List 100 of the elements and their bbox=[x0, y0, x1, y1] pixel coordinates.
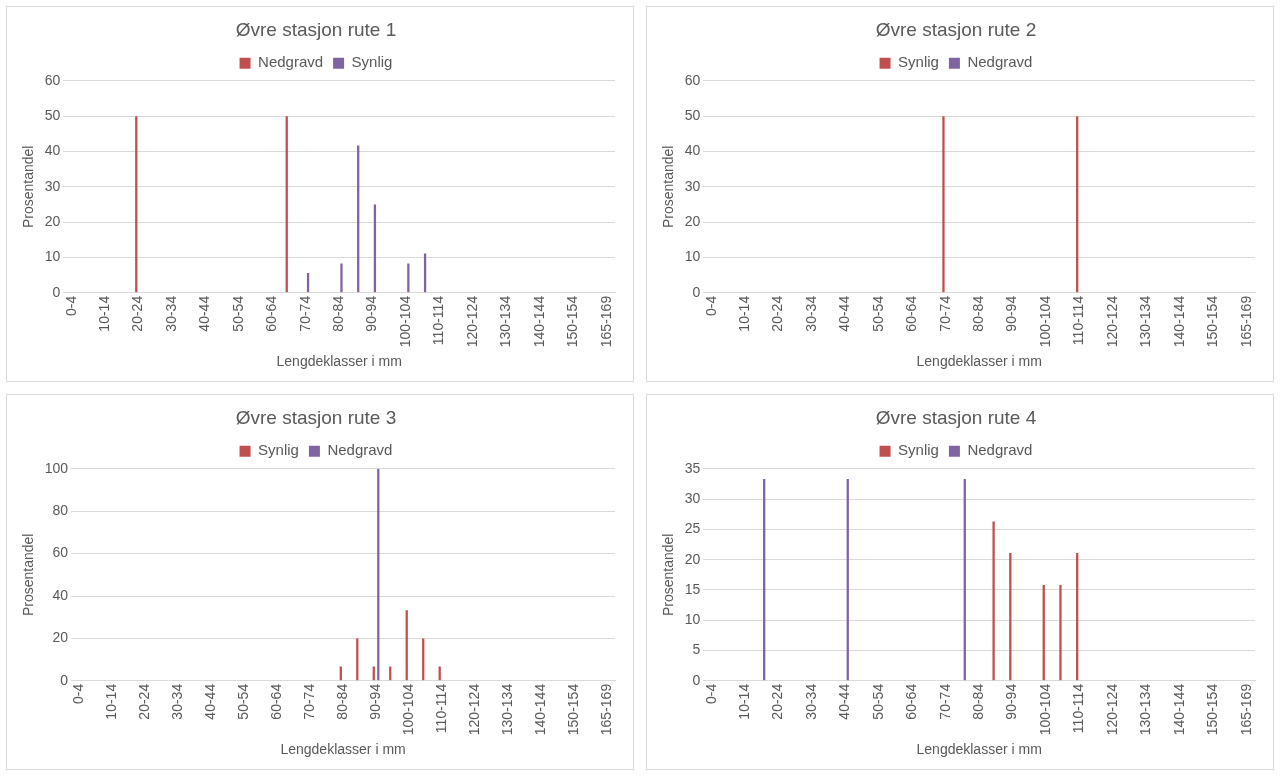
legend-label: Synlig bbox=[898, 441, 939, 459]
x-tick-label: 80-84 bbox=[970, 683, 987, 720]
y-tick-label: 15 bbox=[684, 580, 701, 597]
y-tick-label: 0 bbox=[52, 283, 61, 300]
x-tick-label: 165-169 bbox=[597, 295, 614, 348]
y-tick-label: 60 bbox=[684, 71, 701, 88]
x-tick-label: 130-134 bbox=[497, 295, 514, 348]
y-tick-label: 10 bbox=[684, 611, 701, 628]
x-tick-label: 100-104 bbox=[399, 683, 416, 736]
y-axis-title: Prosentandel bbox=[20, 533, 37, 617]
x-tick-label: 40-44 bbox=[836, 683, 853, 720]
x-tick-label: 120-124 bbox=[1103, 295, 1120, 348]
x-tick-label: 90-94 bbox=[363, 295, 380, 332]
x-tick-label: 80-84 bbox=[330, 295, 347, 332]
x-tick-label: 110-114 bbox=[430, 295, 447, 346]
x-axis-title: Lengdeklasser i mm bbox=[280, 741, 406, 758]
x-tick-label: 80-84 bbox=[333, 683, 350, 720]
legend-label: Synlig bbox=[351, 53, 393, 71]
x-axis-title: Lengdeklasser i mm bbox=[916, 353, 1042, 370]
y-tick-label: 50 bbox=[684, 107, 701, 123]
legend-label: Nedgravd bbox=[327, 441, 393, 459]
x-tick-label: 50-54 bbox=[235, 683, 252, 720]
y-tick-label: 20 bbox=[684, 213, 701, 230]
y-tick-label: 30 bbox=[44, 177, 61, 194]
x-tick-label: 20-24 bbox=[769, 295, 786, 332]
x-tick-label: 70-74 bbox=[300, 683, 317, 720]
x-tick-label: 40-44 bbox=[196, 295, 213, 332]
x-axis-title: Lengdeklasser i mm bbox=[916, 741, 1042, 758]
chart-title: Øvre stasjon rute 3 bbox=[235, 406, 397, 428]
x-tick-label: 10-14 bbox=[736, 295, 753, 332]
x-tick-label: 110-114 bbox=[1070, 295, 1087, 346]
y-tick-label: 40 bbox=[52, 586, 69, 603]
x-tick-label: 100-104 bbox=[396, 295, 413, 348]
x-tick-label: 120-124 bbox=[465, 683, 482, 736]
y-axis-title: Prosentandel bbox=[20, 145, 37, 229]
x-tick-label: 165-169 bbox=[597, 683, 614, 736]
y-tick-label: 0 bbox=[692, 671, 701, 688]
y-tick-label: 0 bbox=[60, 671, 69, 688]
y-tick-label: 20 bbox=[684, 550, 701, 567]
x-axis-title: Lengdeklasser i mm bbox=[276, 353, 402, 370]
x-tick-label: 20-24 bbox=[769, 683, 786, 720]
x-tick-label: 60-64 bbox=[903, 295, 920, 332]
x-tick-label: 10-14 bbox=[103, 683, 120, 720]
x-tick-label: 80-84 bbox=[970, 295, 987, 332]
x-tick-label: 60-64 bbox=[263, 295, 280, 332]
y-tick-label: 100 bbox=[44, 459, 69, 476]
x-tick-label: 10-14 bbox=[736, 683, 753, 720]
x-tick-label: 70-74 bbox=[936, 683, 953, 720]
x-tick-label: 70-74 bbox=[296, 295, 313, 332]
x-tick-label: 90-94 bbox=[1003, 295, 1020, 332]
y-tick-label: 60 bbox=[44, 71, 61, 88]
y-tick-label: 20 bbox=[44, 213, 61, 230]
x-tick-label: 60-64 bbox=[268, 683, 285, 720]
y-tick-label: 40 bbox=[684, 142, 701, 159]
y-tick-label: 35 bbox=[684, 459, 701, 476]
x-tick-label: 90-94 bbox=[1003, 683, 1020, 720]
x-tick-label: 60-64 bbox=[903, 683, 920, 720]
x-tick-label: 130-134 bbox=[1137, 683, 1154, 736]
x-tick-label: 140-144 bbox=[531, 683, 548, 736]
x-tick-label: 150-154 bbox=[564, 295, 581, 348]
bar bbox=[992, 521, 995, 681]
x-tick-label: 140-144 bbox=[1170, 295, 1187, 348]
legend-label: Nedgravd bbox=[967, 53, 1033, 71]
y-tick-label: 20 bbox=[52, 629, 69, 646]
bar bbox=[1059, 585, 1062, 681]
legend-label: Synlig bbox=[258, 441, 299, 459]
y-tick-label: 80 bbox=[52, 502, 69, 519]
x-tick-label: 30-34 bbox=[162, 295, 179, 332]
x-tick-label: 20-24 bbox=[136, 683, 153, 720]
x-tick-label: 0-4 bbox=[62, 295, 79, 317]
x-tick-label: 40-44 bbox=[202, 683, 219, 720]
legend-label: Synlig bbox=[898, 53, 939, 71]
y-tick-label: 30 bbox=[684, 489, 701, 506]
x-tick-label: 50-54 bbox=[229, 295, 246, 332]
y-axis-title: Prosentandel bbox=[660, 533, 677, 617]
x-tick-label: 150-154 bbox=[1204, 683, 1221, 736]
y-tick-label: 0 bbox=[692, 283, 701, 300]
x-tick-label: 100-104 bbox=[1036, 295, 1053, 348]
y-tick-label: 50 bbox=[44, 107, 61, 123]
x-tick-label: 110-114 bbox=[1070, 683, 1087, 734]
x-tick-label: 165-169 bbox=[1237, 295, 1254, 348]
x-tick-label: 140-144 bbox=[530, 295, 547, 348]
x-tick-label: 150-154 bbox=[1204, 295, 1221, 348]
x-tick-label: 140-144 bbox=[1170, 683, 1187, 736]
y-tick-label: 10 bbox=[44, 248, 61, 265]
x-tick-label: 50-54 bbox=[869, 295, 886, 332]
x-tick-label: 130-134 bbox=[498, 683, 515, 736]
x-tick-label: 10-14 bbox=[96, 295, 113, 332]
x-tick-label: 130-134 bbox=[1137, 295, 1154, 348]
x-tick-label: 40-44 bbox=[836, 295, 853, 332]
x-tick-label: 50-54 bbox=[869, 683, 886, 720]
y-tick-label: 25 bbox=[684, 520, 701, 537]
y-tick-label: 5 bbox=[692, 641, 701, 658]
x-tick-label: 70-74 bbox=[936, 295, 953, 332]
y-tick-label: 60 bbox=[52, 544, 69, 561]
x-tick-label: 90-94 bbox=[366, 683, 383, 720]
x-tick-label: 0-4 bbox=[70, 683, 87, 705]
y-axis-title: Prosentandel bbox=[660, 145, 677, 229]
x-tick-label: 100-104 bbox=[1036, 683, 1053, 736]
y-tick-label: 30 bbox=[684, 177, 701, 194]
